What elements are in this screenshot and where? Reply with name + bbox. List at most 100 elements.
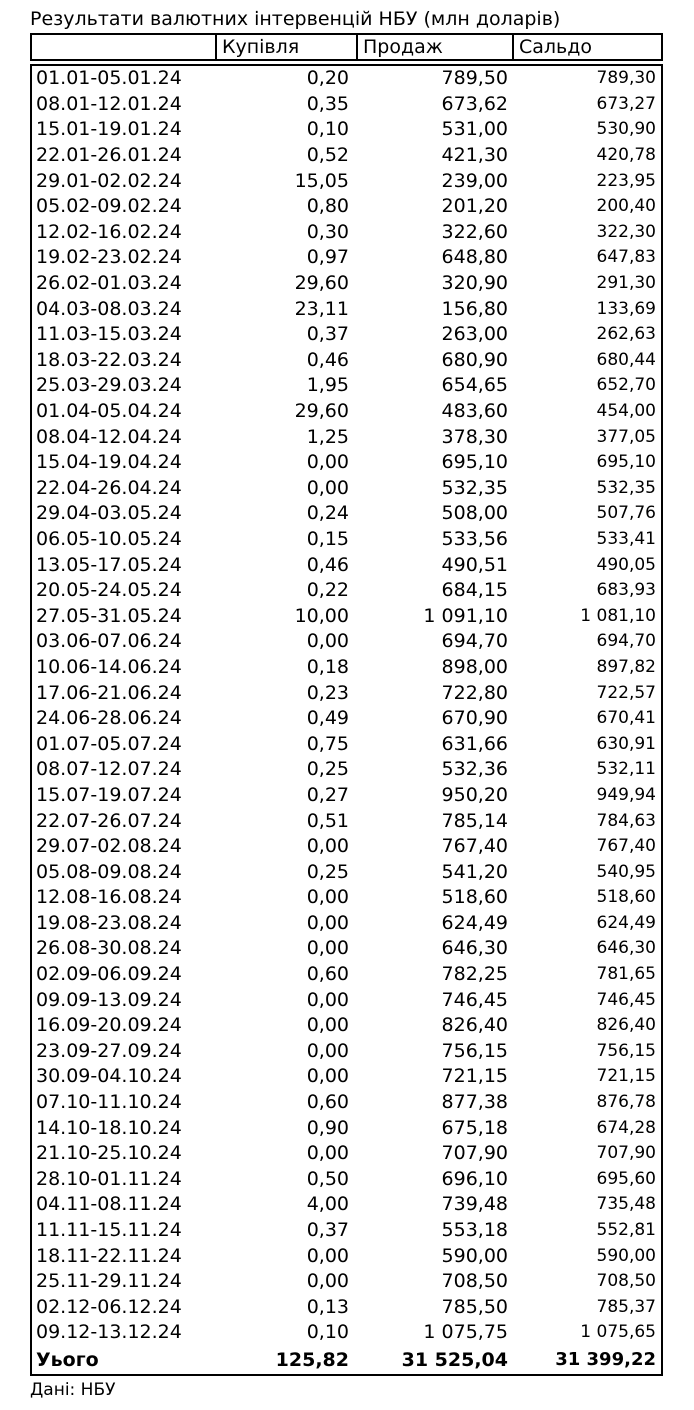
buy-cell: 0,37 xyxy=(306,323,349,346)
table-row: 15.01-19.01.24 0,10 531,00 530,90 xyxy=(32,117,661,143)
total-sell-cell: 31 525,04 xyxy=(401,1348,508,1371)
sell-cell: 707,90 xyxy=(441,1142,508,1165)
balance-cell: 746,45 xyxy=(596,989,656,1010)
period-cell: 08.01-12.01.24 xyxy=(36,92,182,115)
table-row: 02.09-06.09.24 0,60 782,25 781,65 xyxy=(32,962,661,988)
period-cell: 02.12-06.12.24 xyxy=(36,1295,182,1318)
period-cell: 02.09-06.09.24 xyxy=(36,963,182,986)
buy-cell: 0,46 xyxy=(306,553,349,576)
header-sell-cell: Продаж xyxy=(358,35,514,59)
balance-cell: 133,69 xyxy=(596,298,656,319)
balance-cell: 624,49 xyxy=(596,912,656,933)
sell-cell: 708,50 xyxy=(441,1270,508,1293)
buy-cell: 29,60 xyxy=(294,272,349,295)
sell-cell: 695,10 xyxy=(441,451,508,474)
period-cell: 04.11-08.11.24 xyxy=(36,1193,182,1216)
period-cell: 14.10-18.10.24 xyxy=(36,1116,182,1139)
period-cell: 10.06-14.06.24 xyxy=(36,655,182,678)
table-row: 22.04-26.04.24 0,00 532,35 532,35 xyxy=(32,476,661,502)
table-row: 13.05-17.05.24 0,46 490,51 490,05 xyxy=(32,552,661,578)
buy-cell: 0,00 xyxy=(306,911,349,934)
table-row: 15.07-19.07.24 0,27 950,20 949,94 xyxy=(32,783,661,809)
balance-cell: 454,00 xyxy=(596,401,656,422)
buy-cell: 0,46 xyxy=(306,348,349,371)
sell-cell: 532,35 xyxy=(441,476,508,499)
total-balance-cell: 31 399,22 xyxy=(555,1349,656,1371)
sell-cell: 648,80 xyxy=(441,246,508,269)
buy-cell: 0,50 xyxy=(306,1167,349,1190)
period-cell: 08.07-12.07.24 xyxy=(36,758,182,781)
buy-cell: 0,35 xyxy=(306,92,349,115)
table-row: 12.08-16.08.24 0,00 518,60 518,60 xyxy=(32,885,661,911)
period-cell: 21.10-25.10.24 xyxy=(36,1142,182,1165)
table-row: 20.05-24.05.24 0,22 684,15 683,93 xyxy=(32,578,661,604)
buy-cell: 0,60 xyxy=(306,1091,349,1114)
balance-cell: 708,50 xyxy=(596,1271,656,1292)
balance-cell: 680,44 xyxy=(596,349,656,370)
sell-cell: 631,66 xyxy=(441,732,508,755)
buy-cell: 10,00 xyxy=(294,604,349,627)
period-cell: 07.10-11.10.24 xyxy=(36,1091,182,1114)
balance-cell: 1 081,10 xyxy=(580,605,656,626)
table-row: 01.01-05.01.24 0,20 789,50 789,30 xyxy=(32,66,661,92)
buy-cell: 1,25 xyxy=(306,425,349,448)
buy-cell: 0,15 xyxy=(306,527,349,550)
sell-cell: 239,00 xyxy=(441,169,508,192)
period-cell: 11.11-15.11.24 xyxy=(36,1219,182,1242)
table-row: 29.01-02.02.24 15,05 239,00 223,95 xyxy=(32,168,661,194)
sell-cell: 673,62 xyxy=(441,92,508,115)
sell-cell: 680,90 xyxy=(441,348,508,371)
period-cell: 12.08-16.08.24 xyxy=(36,886,182,909)
sell-cell: 789,50 xyxy=(441,67,508,90)
balance-cell: 630,91 xyxy=(596,733,656,754)
balance-cell: 695,60 xyxy=(596,1168,656,1189)
buy-cell: 4,00 xyxy=(306,1193,349,1216)
balance-cell: 200,40 xyxy=(596,196,656,217)
table-row: 11.03-15.03.24 0,37 263,00 262,63 xyxy=(32,322,661,348)
balance-cell: 735,48 xyxy=(596,1194,656,1215)
period-cell: 18.03-22.03.24 xyxy=(36,348,182,371)
balance-cell: 721,15 xyxy=(596,1066,656,1087)
table-row: 05.02-09.02.24 0,80 201,20 200,40 xyxy=(32,194,661,220)
balance-cell: 532,11 xyxy=(596,759,656,780)
period-cell: 25.11-29.11.24 xyxy=(36,1270,182,1293)
table-row: 29.04-03.05.24 0,24 508,00 507,76 xyxy=(32,501,661,527)
period-cell: 15.01-19.01.24 xyxy=(36,118,182,141)
period-cell: 17.06-21.06.24 xyxy=(36,681,182,704)
total-buy-cell: 125,82 xyxy=(275,1348,349,1371)
sell-cell: 201,20 xyxy=(441,195,508,218)
period-cell: 01.04-05.04.24 xyxy=(36,400,182,423)
sell-cell: 785,14 xyxy=(441,809,508,832)
period-cell: 15.07-19.07.24 xyxy=(36,783,182,806)
table-row: 10.06-14.06.24 0,18 898,00 897,82 xyxy=(32,655,661,681)
balance-cell: 420,78 xyxy=(596,145,656,166)
sell-cell: 533,56 xyxy=(441,527,508,550)
period-cell: 16.09-20.09.24 xyxy=(36,1014,182,1037)
sell-cell: 1 091,10 xyxy=(423,604,508,627)
table-row: 24.06-28.06.24 0,49 670,90 670,41 xyxy=(32,706,661,732)
sell-cell: 553,18 xyxy=(441,1219,508,1242)
period-cell: 29.07-02.08.24 xyxy=(36,835,182,858)
sell-cell: 322,60 xyxy=(441,220,508,243)
data-source: Дані: НБУ xyxy=(30,1379,116,1400)
period-cell: 09.12-13.12.24 xyxy=(36,1321,182,1344)
table-row: 17.06-21.06.24 0,23 722,80 722,57 xyxy=(32,680,661,706)
balance-cell: 646,30 xyxy=(596,938,656,959)
table-row: 11.11-15.11.24 0,37 553,18 552,81 xyxy=(32,1218,661,1244)
header-period-cell xyxy=(32,35,217,59)
table-row: 02.12-06.12.24 0,13 785,50 785,37 xyxy=(32,1295,661,1321)
balance-cell: 781,65 xyxy=(596,964,656,985)
buy-cell: 29,60 xyxy=(294,400,349,423)
page-title: Результати валютних інтервенцій НБУ (млн… xyxy=(30,8,561,30)
table-row: 23.09-27.09.24 0,00 756,15 756,15 xyxy=(32,1039,661,1065)
table-row: 14.10-18.10.24 0,90 675,18 674,28 xyxy=(32,1115,661,1141)
table-row: 27.05-31.05.24 10,00 1 091,10 1 081,10 xyxy=(32,603,661,629)
sell-cell: 826,40 xyxy=(441,1014,508,1037)
period-cell: 23.09-27.09.24 xyxy=(36,1039,182,1062)
table-row: 09.12-13.12.24 0,10 1 075,75 1 075,65 xyxy=(32,1320,661,1346)
balance-cell: 552,81 xyxy=(596,1220,656,1241)
period-cell: 29.04-03.05.24 xyxy=(36,502,182,525)
period-cell: 13.05-17.05.24 xyxy=(36,553,182,576)
sell-cell: 721,15 xyxy=(441,1065,508,1088)
interventions-table-body: 01.01-05.01.24 0,20 789,50 789,30 08.01-12.0… xyxy=(30,64,663,1376)
